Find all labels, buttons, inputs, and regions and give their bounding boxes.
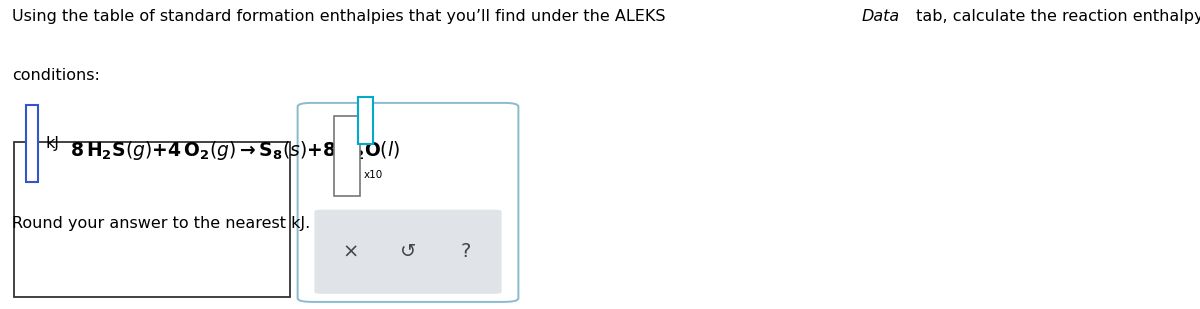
- Text: ×: ×: [342, 242, 359, 261]
- Text: conditions:: conditions:: [12, 68, 100, 83]
- Text: Round your answer to the nearest kJ.: Round your answer to the nearest kJ.: [12, 216, 311, 231]
- FancyBboxPatch shape: [298, 103, 518, 302]
- Text: kJ: kJ: [46, 136, 60, 151]
- Text: tab, calculate the reaction enthalpy of this reaction under standard: tab, calculate the reaction enthalpy of …: [911, 9, 1200, 24]
- Bar: [358, 97, 373, 144]
- Bar: [334, 116, 360, 196]
- FancyBboxPatch shape: [314, 210, 502, 294]
- Text: x10: x10: [364, 170, 383, 180]
- Bar: [26, 105, 38, 182]
- Bar: [14, 142, 290, 297]
- Text: ?: ?: [461, 242, 470, 261]
- Text: $\mathbf{8\,H_2S}(g)\mathbf{+4\,O_2}(g)\mathbf{\rightarrow S_8}(s)\mathbf{+8\,H_: $\mathbf{8\,H_2S}(g)\mathbf{+4\,O_2}(g)\…: [70, 139, 400, 162]
- Text: Data: Data: [862, 9, 900, 24]
- Text: ↺: ↺: [400, 242, 416, 261]
- Text: Using the table of standard formation enthalpies that you’ll find under the ALEK: Using the table of standard formation en…: [12, 9, 671, 24]
